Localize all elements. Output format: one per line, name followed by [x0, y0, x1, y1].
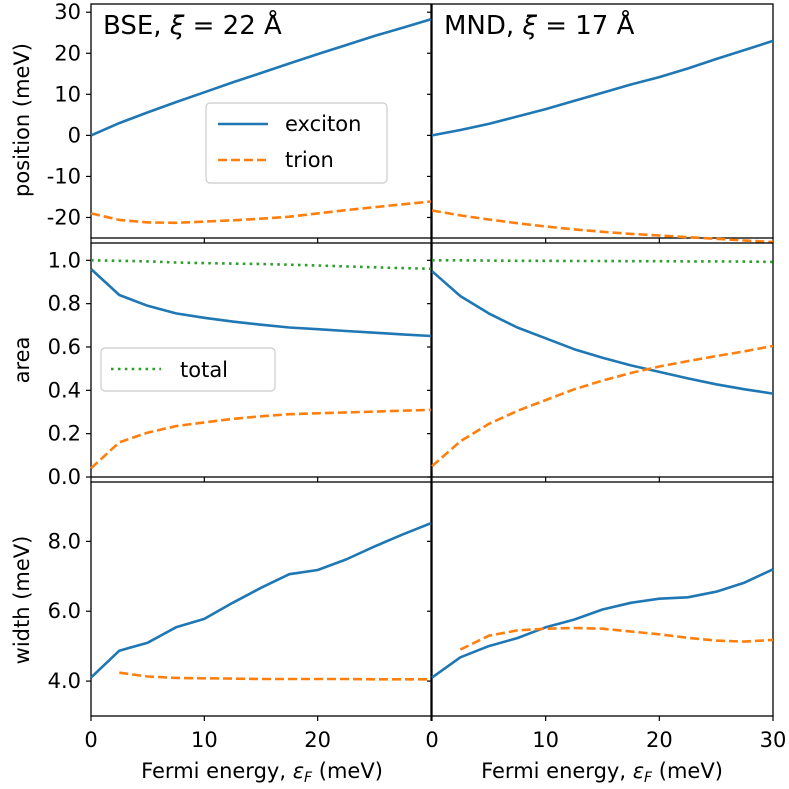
y-tick-label: 8.0	[48, 529, 81, 553]
y-label-width: width (meV)	[10, 536, 34, 665]
series-line-exciton	[431, 270, 774, 395]
series-line-trion	[459, 626, 774, 651]
y-tick-label: 4.0	[48, 669, 81, 693]
panel-frame-area-BSE	[90, 242, 432, 478]
y-tick-label: 0	[68, 123, 81, 147]
legend-area: total	[100, 347, 276, 392]
panel-area-MND	[427, 242, 774, 482]
title-right-rest: = 17 Å	[537, 9, 635, 41]
title-right-prefix: MND,	[444, 11, 522, 41]
x-label-left-sub: F	[304, 770, 313, 786]
x-tick-label: 30	[760, 728, 787, 752]
x-label-left-main: Fermi energy,	[141, 759, 293, 783]
x-label-right: Fermi energy, εF (meV)	[481, 759, 723, 786]
y-tick-label: 0.8	[48, 292, 81, 316]
series-line-trion	[431, 209, 774, 244]
x-label-right-main: Fermi energy,	[481, 759, 633, 783]
legend-trion-label: trion	[285, 148, 334, 172]
title-left-rest: = 22 Å	[184, 9, 282, 41]
panel-position-MND	[427, 3, 774, 244]
title-right-xi: ξ	[521, 11, 537, 41]
x-tick-label: 10	[532, 728, 559, 752]
x-label-right-sub: F	[644, 770, 653, 786]
x-tick-label: 10	[191, 728, 218, 752]
panel-frame-position-BSE	[90, 3, 432, 239]
y-tick-label: 0.4	[48, 378, 81, 402]
series-line-total	[90, 259, 432, 271]
panel-width-MND: 0 10 20 30	[425, 481, 787, 752]
title-left-prefix: BSE,	[103, 11, 170, 41]
x-label-left: Fermi energy, εF (meV)	[141, 759, 383, 786]
title-left-xi: ξ	[169, 11, 185, 41]
series-line-exciton	[90, 17, 432, 137]
y-tick-label: 6.0	[48, 599, 81, 623]
x-tick-label: 0	[425, 728, 438, 752]
y-tick-label: -20	[47, 205, 81, 229]
x-tick-label: 20	[304, 728, 331, 752]
y-label-area: area	[10, 337, 34, 384]
panels: 30 20 10 0 -10 -20 1.0 0.8 0.6 0.4 0.2 0.0 8.0 6.0 4.0…	[47, 0, 787, 752]
y-tick-label: 10	[54, 82, 81, 106]
y-tick-label: 30	[54, 0, 81, 24]
legend-exciton-label: exciton	[285, 112, 361, 136]
x-label-left-symbol: ε	[293, 759, 304, 783]
panel-frame-position-MND	[431, 3, 774, 239]
series-line-trion	[431, 344, 774, 468]
panel-frame-area-MND	[431, 242, 774, 478]
panel-width-BSE: 8.0 6.0 4.0 0 10 20	[48, 481, 432, 752]
y-tick-label: -10	[47, 164, 81, 188]
series-line-trion	[90, 408, 432, 470]
title-right: MND, ξ = 17 Å	[444, 9, 635, 41]
x-label-left-unit: (meV)	[312, 759, 383, 783]
legend-total-label: total	[180, 358, 228, 382]
title-left: BSE, ξ = 22 Å	[103, 9, 282, 41]
y-tick-label: 0.0	[48, 465, 81, 489]
panel-area-BSE: 1.0 0.8 0.6 0.4 0.2 0.0	[48, 242, 432, 489]
legend-area-box	[100, 347, 276, 392]
x-label-right-symbol: ε	[633, 759, 644, 783]
series-line-exciton	[90, 521, 432, 679]
x-label-right-unit: (meV)	[652, 759, 723, 783]
series-line-trion	[119, 671, 431, 681]
series-line-exciton	[431, 568, 774, 679]
series-line-exciton	[90, 268, 432, 338]
series-line-trion	[90, 200, 432, 225]
series-line-total	[432, 258, 774, 264]
y-tick-label: 1.0	[48, 248, 81, 272]
legend-position: exciton trion	[205, 102, 388, 184]
panel-frame-width-MND	[431, 481, 774, 717]
y-tick-label: 0.2	[48, 422, 81, 446]
series-line-exciton	[431, 39, 774, 137]
y-tick-label: 20	[54, 41, 81, 65]
y-tick-label: 0.6	[48, 335, 81, 359]
panel-frame-width-BSE	[90, 481, 432, 717]
x-tick-label: 20	[646, 728, 673, 752]
y-label-position: position (meV)	[10, 43, 34, 197]
x-tick-label: 0	[84, 728, 97, 752]
panel-position-BSE: 30 20 10 0 -10 -20	[47, 0, 432, 243]
